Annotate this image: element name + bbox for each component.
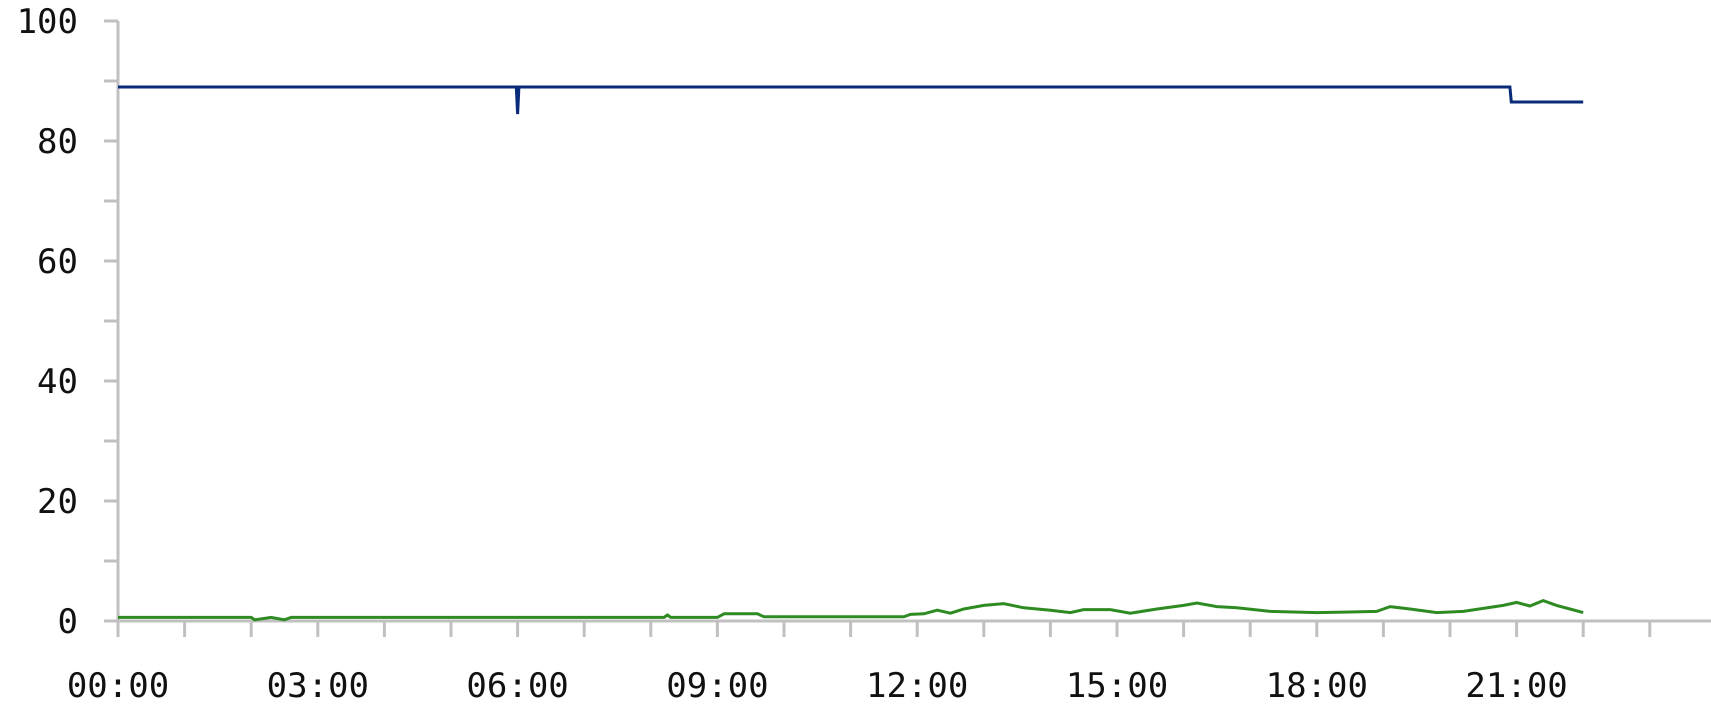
y-tick-label: 100 — [17, 2, 78, 42]
x-tick-label: 03:00 — [267, 666, 369, 706]
y-tick-label: 0 — [58, 602, 78, 642]
y-tick-label: 20 — [37, 482, 78, 522]
x-tick-label: 06:00 — [466, 666, 568, 706]
x-tick-label: 12:00 — [866, 666, 968, 706]
x-tick-label: 09:00 — [666, 666, 768, 706]
series-line-2 — [118, 598, 1584, 622]
x-tick-label: 15:00 — [1066, 666, 1168, 706]
y-tick-label: 60 — [37, 242, 78, 282]
series-layer — [118, 85, 1584, 622]
x-axis: 00:00 03:00 06:00 09:00 12:00 15:00 18:00 21:00 — [67, 619, 1711, 706]
x-tick-label: 00:00 — [67, 666, 169, 706]
series-line-1 — [118, 85, 1584, 115]
y-tick-label: 80 — [37, 122, 78, 162]
y-tick-label: 40 — [37, 362, 78, 402]
y-axis: 0 20 40 60 80 100 — [17, 2, 120, 642]
x-tick-label: 18:00 — [1266, 666, 1368, 706]
x-tick-label: 21:00 — [1465, 666, 1567, 706]
